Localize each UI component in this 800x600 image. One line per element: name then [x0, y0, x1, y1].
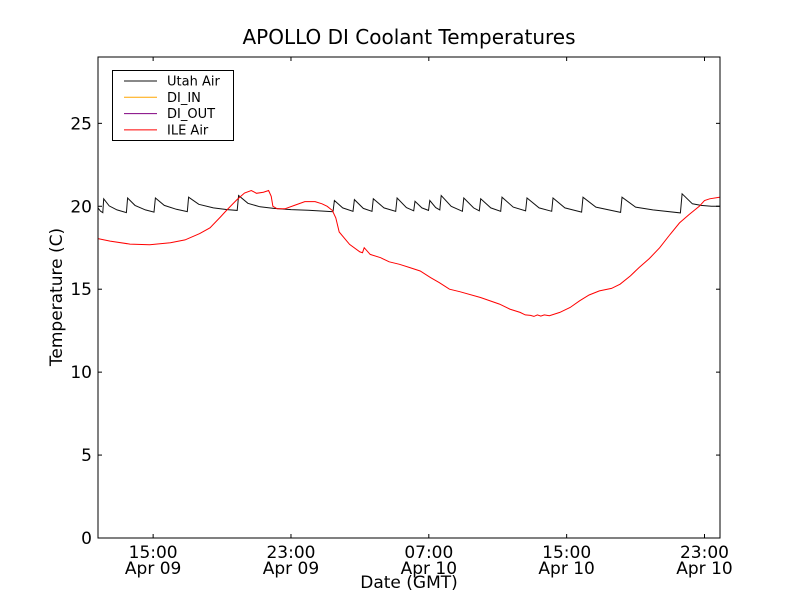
legend-label-ile-air: ILE Air [167, 123, 209, 138]
x-axis-label: Date (GMT) [360, 573, 458, 593]
x-tick-label: 07:00 Apr 10 [401, 543, 457, 579]
legend-label-di-in: DI_IN [167, 91, 201, 106]
series-line-utah-air [97, 192, 720, 214]
legend-label-di-out: DI_OUT [167, 107, 215, 122]
axes-box [97, 56, 721, 539]
series-layer [97, 189, 720, 317]
x-tick-label: 15:00 Apr 09 [125, 543, 181, 579]
y-tick-label: 15 [70, 280, 92, 300]
series-line-ile-air [97, 189, 720, 317]
y-tick-label: 0 [81, 529, 92, 549]
x-tick-label: 23:00 Apr 09 [263, 543, 319, 579]
chart-title: APOLLO DI Coolant Temperatures [242, 25, 575, 49]
y-tick-label: 20 [70, 197, 92, 217]
axes-layer: 15:00 Apr 09 23:00 Apr 09 07:00 Apr 10 15:00 Ap… [70, 56, 733, 579]
y-axis-label: Temperature (C) [47, 228, 67, 367]
y-tick-label: 5 [81, 446, 92, 466]
y-tick-label: 10 [70, 363, 92, 383]
x-tick-label: 15:00 Apr 10 [538, 543, 594, 579]
x-tick-label: 23:00 Apr 10 [676, 543, 732, 579]
y-tick-label: 25 [70, 114, 92, 134]
legend-label-utah-air: Utah Air [167, 75, 220, 90]
legend-box [112, 70, 234, 141]
